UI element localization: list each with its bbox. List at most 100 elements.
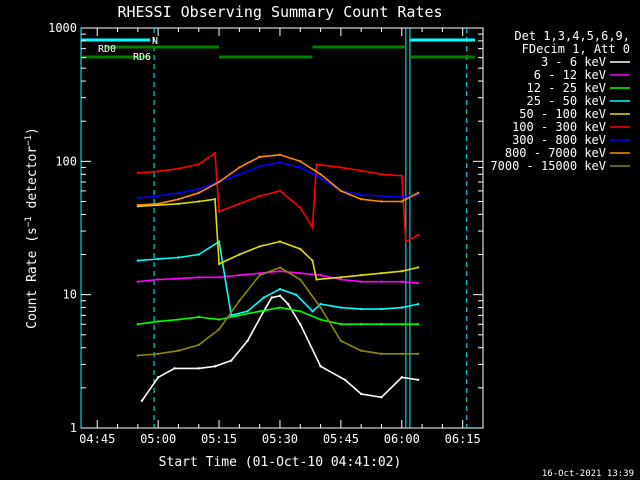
- series-5-point-17: [416, 233, 420, 237]
- series-layer: [136, 151, 420, 402]
- series-1-point-10: [339, 278, 343, 281]
- series-7-point-0: [136, 203, 140, 207]
- legend-label-3: 25 - 50 keV: [527, 94, 606, 108]
- series-4-point-14: [380, 271, 383, 275]
- series-5-point-11: [315, 163, 318, 166]
- series-4-point-7: [258, 245, 261, 248]
- series-0-point-3: [197, 367, 200, 370]
- series-2-point-4: [217, 318, 221, 321]
- series-8-point-13: [400, 352, 403, 356]
- series-3-point-16: [416, 302, 420, 306]
- series-0-point-6: [246, 339, 249, 343]
- series-7-point-11: [359, 197, 363, 201]
- series-5-point-10: [311, 226, 314, 229]
- series-line-5: [137, 151, 419, 243]
- series-3-point-7: [262, 296, 265, 299]
- series-8-point-10: [339, 339, 343, 343]
- series-3-point-5: [230, 314, 233, 317]
- series-1-point-14: [416, 281, 420, 285]
- series-4-point-12: [339, 276, 343, 279]
- legend-label-1: 6 - 12 keV: [534, 68, 606, 82]
- x-tick-label-3: 05:30: [262, 432, 298, 446]
- series-6-point-1: [156, 194, 160, 198]
- legend-header-line-2: FDecim 1, Att 0: [522, 42, 630, 56]
- series-8-point-2: [177, 349, 180, 352]
- y-tick-label-1: 10: [63, 288, 77, 302]
- x-tick-label-2: 05:15: [201, 432, 237, 446]
- series-2-point-2: [177, 318, 180, 321]
- legend-label-5: 100 - 300 keV: [512, 120, 606, 134]
- series-6-point-0: [136, 196, 140, 200]
- series-6-point-7: [278, 161, 282, 164]
- series-5-point-15: [400, 174, 403, 177]
- legend-label-4: 50 - 100 keV: [519, 107, 606, 121]
- series-5-point-14: [380, 173, 383, 176]
- series-8-point-12: [380, 352, 383, 356]
- series-3-point-15: [400, 306, 403, 309]
- series-4-point-6: [238, 253, 241, 256]
- series-5-point-3: [197, 163, 200, 166]
- series-0-point-15: [380, 396, 383, 399]
- series-7-point-13: [400, 200, 403, 203]
- reference-lines: [80, 28, 475, 428]
- series-7-point-4: [217, 180, 221, 184]
- series-6-point-12: [380, 194, 383, 198]
- y-tick-label-0: 1: [70, 421, 77, 435]
- series-0-point-16: [400, 376, 403, 379]
- series-8-point-14: [416, 352, 420, 356]
- series-5-point-8: [278, 189, 282, 193]
- series-4-point-5: [217, 262, 221, 266]
- series-2-point-12: [380, 323, 383, 326]
- series-5-point-13: [359, 169, 363, 172]
- legend-header-line-1: Det 1,3,4,5,6,9,: [514, 29, 630, 43]
- series-1-point-6: [258, 271, 261, 275]
- series-5-point-2: [177, 167, 180, 170]
- series-3-point-6: [246, 310, 249, 313]
- series-3-point-0: [136, 259, 140, 262]
- ticks-layer: 04:45 05:00 05:15 05:30 05:45 06:00 06:15 1 10 10…: [48, 21, 484, 446]
- plot-frame: [80, 27, 484, 429]
- series-4-point-2: [177, 202, 180, 206]
- series-3-point-11: [319, 302, 322, 306]
- series-2-point-9: [319, 318, 322, 321]
- series-6-point-11: [359, 193, 363, 197]
- series-3-point-10: [311, 310, 314, 313]
- series-5-point-5: [217, 210, 221, 213]
- series-2-point-7: [278, 306, 282, 309]
- series-0-point-0: [140, 399, 144, 402]
- x-tick-label-1: 05:00: [140, 432, 176, 446]
- series-4-point-13: [359, 273, 363, 277]
- series-line-8: [137, 266, 418, 357]
- series-8-point-6: [258, 273, 261, 277]
- series-2-point-13: [400, 323, 403, 326]
- series-8-point-1: [156, 352, 160, 356]
- legend-label-6: 300 - 800 keV: [512, 133, 606, 147]
- series-3-point-12: [339, 306, 343, 309]
- series-5-point-16: [404, 240, 408, 243]
- series-line-2: [137, 306, 418, 326]
- series-1-point-8: [299, 271, 302, 275]
- series-2-point-10: [339, 323, 343, 326]
- series-3-point-14: [380, 307, 383, 311]
- series-5-point-12: [339, 166, 343, 169]
- series-6-point-2: [177, 191, 180, 195]
- x-tick-label-5: 06:00: [384, 432, 420, 446]
- series-7-point-14: [416, 191, 420, 195]
- series-7-point-1: [156, 202, 160, 206]
- series-2-point-0: [136, 323, 140, 326]
- y-tick-label-3: 1000: [48, 21, 77, 35]
- series-5-point-4: [213, 152, 217, 155]
- legend-label-0: 3 - 6 keV: [541, 55, 606, 69]
- series-1-point-1: [156, 278, 160, 281]
- series-8-point-3: [197, 343, 200, 347]
- annotation-rd0: RD0: [98, 44, 116, 55]
- series-3-point-9: [295, 293, 298, 296]
- series-8-point-4: [217, 328, 221, 331]
- series-3-point-3: [197, 253, 200, 256]
- series-7-point-6: [258, 155, 261, 159]
- series-7-point-2: [177, 197, 180, 201]
- series-6-point-8: [299, 166, 302, 169]
- series-0-point-9: [278, 294, 282, 298]
- series-0-point-14: [359, 392, 363, 396]
- annotation-rd6: RD6: [133, 52, 151, 63]
